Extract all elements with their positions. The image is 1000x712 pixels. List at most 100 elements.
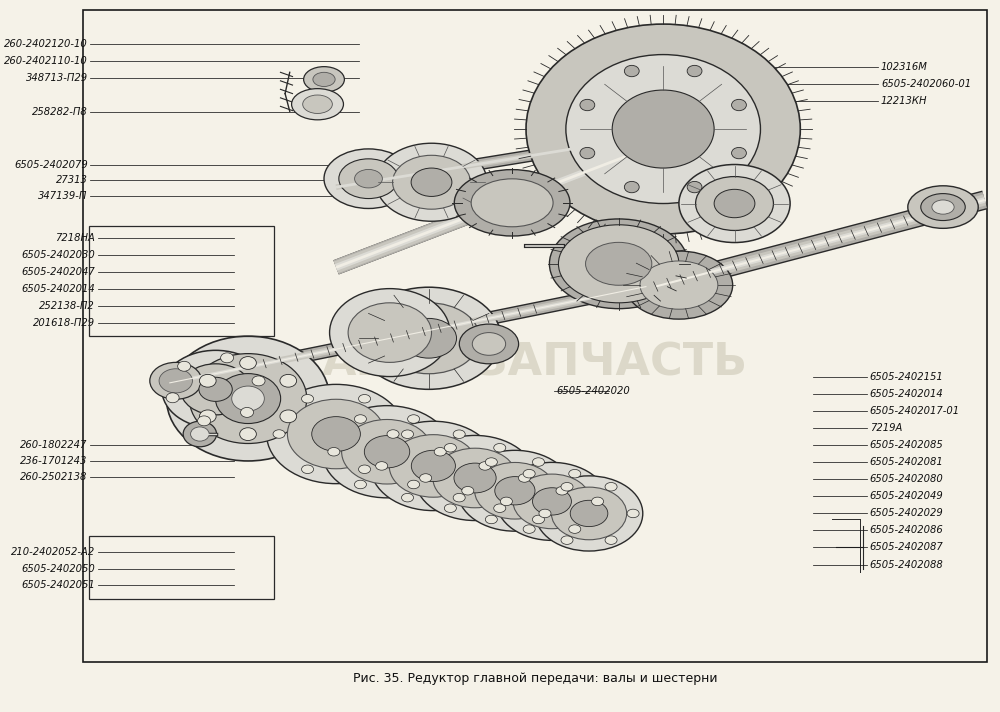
- Ellipse shape: [532, 458, 544, 466]
- Text: 6505-2402020: 6505-2402020: [557, 387, 630, 397]
- Text: 201618-П29: 201618-П29: [33, 318, 95, 328]
- Text: 6505-2402017-01: 6505-2402017-01: [870, 407, 960, 417]
- Ellipse shape: [513, 474, 591, 529]
- Ellipse shape: [240, 428, 256, 441]
- Ellipse shape: [561, 536, 573, 545]
- Ellipse shape: [393, 155, 470, 209]
- Ellipse shape: [625, 251, 733, 319]
- Ellipse shape: [494, 444, 506, 452]
- Ellipse shape: [569, 469, 581, 478]
- Ellipse shape: [411, 168, 452, 197]
- Ellipse shape: [324, 149, 413, 209]
- Ellipse shape: [408, 480, 420, 488]
- Ellipse shape: [354, 480, 366, 488]
- Ellipse shape: [485, 515, 497, 524]
- Ellipse shape: [472, 333, 506, 355]
- Text: 260-2402120-10: 260-2402120-10: [4, 39, 88, 49]
- Ellipse shape: [302, 394, 314, 403]
- Ellipse shape: [411, 450, 455, 481]
- Ellipse shape: [496, 462, 608, 540]
- Ellipse shape: [359, 394, 371, 403]
- Ellipse shape: [166, 336, 330, 461]
- Ellipse shape: [556, 486, 568, 495]
- Text: 252138-П2: 252138-П2: [39, 300, 95, 310]
- Ellipse shape: [370, 422, 496, 511]
- Ellipse shape: [359, 465, 371, 473]
- Text: 6505-2402050: 6505-2402050: [21, 564, 95, 574]
- Text: 7218НА: 7218НА: [55, 233, 95, 243]
- Ellipse shape: [561, 483, 573, 491]
- Ellipse shape: [494, 504, 506, 513]
- Ellipse shape: [183, 422, 217, 447]
- Text: 6505-2402151: 6505-2402151: [870, 372, 944, 382]
- Ellipse shape: [687, 182, 702, 193]
- Ellipse shape: [533, 488, 571, 515]
- Ellipse shape: [454, 463, 496, 493]
- Ellipse shape: [267, 384, 406, 483]
- Ellipse shape: [433, 448, 517, 508]
- Ellipse shape: [355, 169, 382, 188]
- Ellipse shape: [304, 67, 344, 92]
- Ellipse shape: [180, 364, 251, 415]
- Text: 6505-2402087: 6505-2402087: [870, 543, 944, 553]
- Ellipse shape: [420, 473, 432, 482]
- Text: 27313: 27313: [56, 175, 88, 185]
- Ellipse shape: [605, 483, 617, 491]
- Ellipse shape: [302, 465, 314, 473]
- Ellipse shape: [199, 377, 232, 402]
- Ellipse shape: [462, 486, 474, 495]
- Text: 6505-2402014: 6505-2402014: [21, 283, 95, 293]
- Ellipse shape: [624, 182, 639, 193]
- Ellipse shape: [570, 501, 608, 527]
- Ellipse shape: [457, 450, 572, 531]
- Ellipse shape: [408, 415, 420, 423]
- Text: 6505-2402030: 6505-2402030: [21, 250, 95, 260]
- Ellipse shape: [189, 354, 307, 444]
- Text: 6505-2402051: 6505-2402051: [21, 580, 95, 590]
- Ellipse shape: [908, 186, 978, 229]
- Ellipse shape: [454, 169, 570, 236]
- Ellipse shape: [586, 242, 652, 286]
- Text: 348713-П29: 348713-П29: [26, 73, 88, 83]
- Text: 258282-П8: 258282-П8: [32, 107, 88, 117]
- Text: 347139-П: 347139-П: [38, 191, 88, 201]
- Text: 6505-2402060-01: 6505-2402060-01: [881, 78, 971, 89]
- Text: 260-2402110-10: 260-2402110-10: [4, 56, 88, 66]
- Ellipse shape: [932, 200, 954, 214]
- Text: 260-1802247: 260-1802247: [20, 439, 88, 450]
- Ellipse shape: [444, 444, 456, 452]
- Ellipse shape: [434, 447, 446, 456]
- Text: 6505-2402049: 6505-2402049: [870, 491, 944, 501]
- Ellipse shape: [523, 469, 535, 478]
- Ellipse shape: [714, 189, 755, 218]
- Ellipse shape: [479, 461, 491, 470]
- Ellipse shape: [549, 219, 688, 309]
- Ellipse shape: [198, 416, 211, 426]
- Ellipse shape: [612, 90, 714, 168]
- Ellipse shape: [453, 493, 465, 502]
- Ellipse shape: [241, 407, 254, 417]
- Ellipse shape: [252, 376, 265, 386]
- Text: 210-2402052-А2: 210-2402052-А2: [11, 548, 95, 557]
- Ellipse shape: [376, 143, 487, 221]
- Text: 6505-2402029: 6505-2402029: [870, 508, 944, 518]
- Ellipse shape: [348, 303, 432, 362]
- Ellipse shape: [921, 194, 965, 221]
- Ellipse shape: [178, 361, 191, 371]
- Ellipse shape: [444, 504, 456, 513]
- Text: 236-1701243: 236-1701243: [20, 456, 88, 466]
- Text: 102316М: 102316М: [881, 62, 928, 72]
- Ellipse shape: [732, 147, 746, 159]
- Ellipse shape: [330, 288, 450, 377]
- Ellipse shape: [328, 447, 340, 456]
- Ellipse shape: [313, 73, 335, 86]
- Ellipse shape: [378, 303, 480, 374]
- Ellipse shape: [500, 497, 512, 506]
- Text: 6505-2402081: 6505-2402081: [870, 457, 944, 467]
- Ellipse shape: [640, 261, 718, 309]
- Ellipse shape: [232, 386, 264, 411]
- Text: 6505-2402080: 6505-2402080: [870, 474, 944, 484]
- Ellipse shape: [215, 374, 281, 424]
- Ellipse shape: [389, 434, 477, 497]
- Ellipse shape: [526, 24, 800, 234]
